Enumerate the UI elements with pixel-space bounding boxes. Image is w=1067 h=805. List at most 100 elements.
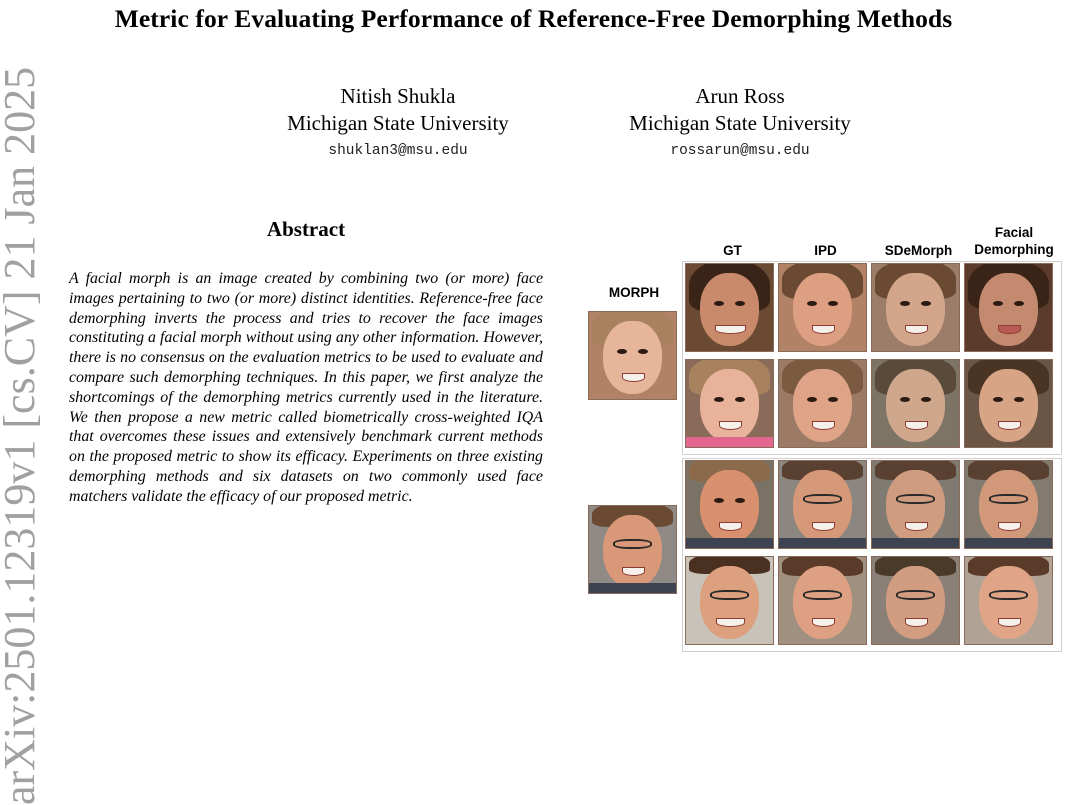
sdemorph-image <box>871 359 960 448</box>
shirt-shape <box>872 537 959 548</box>
column-header-facial-demorphing: Facial Demorphing <box>966 224 1062 258</box>
face-shape <box>885 272 946 346</box>
eye-shape <box>827 300 839 306</box>
column-header-line: Facial <box>994 225 1034 240</box>
mouth-shape <box>719 420 742 430</box>
column-header-gt: GT <box>723 243 742 258</box>
demorphing-figure: GT IPD SDeMorph Facial Demorphing MORPH <box>584 218 1064 658</box>
mouth-shape <box>622 566 645 576</box>
eye-shape <box>1013 300 1025 306</box>
morph-label: MORPH <box>608 285 660 300</box>
paper-title: Metric for Evaluating Performance of Ref… <box>114 4 953 33</box>
gt-image <box>685 460 774 549</box>
facial-demorphing-image <box>964 556 1053 645</box>
mouth-shape <box>998 617 1021 627</box>
eye-shape <box>992 300 1004 306</box>
face-shape <box>885 565 946 639</box>
mouth-shape <box>812 420 835 430</box>
eye-shape <box>899 300 911 306</box>
face-shape <box>699 368 760 442</box>
face-shape <box>699 565 760 639</box>
morph-image-female <box>588 311 677 400</box>
author-email[interactable]: rossarun@msu.edu <box>670 143 810 159</box>
face-shape <box>885 368 946 442</box>
eye-shape <box>806 396 818 402</box>
eye-shape <box>992 396 1004 402</box>
eye-shape <box>920 300 932 306</box>
glasses-shape <box>989 494 1028 505</box>
mouth-shape <box>998 324 1021 334</box>
author-email[interactable]: shuklan3@msu.edu <box>328 143 468 159</box>
face-shape <box>792 272 853 346</box>
mouth-shape <box>905 324 928 334</box>
abstract-body: A facial morph is an image created by co… <box>69 270 543 505</box>
column-header-ipd: IPD <box>814 243 837 258</box>
sdemorph-image <box>871 460 960 549</box>
mouth-shape <box>622 372 645 382</box>
eye-shape <box>1013 396 1025 402</box>
shirt-shape <box>686 537 773 548</box>
eye-shape <box>806 300 818 306</box>
face-shape <box>885 469 946 543</box>
eye-shape <box>920 396 932 402</box>
face-shape <box>699 272 760 346</box>
author-affiliation: Michigan State University <box>629 111 851 135</box>
eye-shape <box>899 396 911 402</box>
shirt-shape <box>686 436 773 447</box>
ipd-image <box>778 263 867 352</box>
mouth-shape <box>812 617 835 627</box>
author-name: Arun Ross <box>695 84 785 108</box>
gt-image <box>685 556 774 645</box>
mouth-shape <box>905 617 928 627</box>
glasses-shape <box>803 494 842 505</box>
glasses-shape <box>803 590 842 601</box>
eye-shape <box>713 396 725 402</box>
facial-demorphing-image <box>964 359 1053 448</box>
face-shape <box>792 565 853 639</box>
face-shape <box>978 368 1039 442</box>
gt-image <box>685 263 774 352</box>
eye-shape <box>713 300 725 306</box>
face-shape <box>792 368 853 442</box>
mouth-shape <box>719 521 742 531</box>
glasses-shape <box>989 590 1028 601</box>
glasses-shape <box>613 539 652 550</box>
glasses-shape <box>896 590 935 601</box>
shirt-shape <box>589 582 676 593</box>
author-affiliation: Michigan State University <box>287 111 509 135</box>
glasses-shape <box>710 590 749 601</box>
face-shape <box>602 514 663 588</box>
face-shape <box>978 272 1039 346</box>
shirt-shape <box>965 537 1052 548</box>
result-group-female <box>682 261 1062 455</box>
column-header-sdemorph: SDeMorph <box>884 243 953 258</box>
mouth-shape <box>714 324 747 334</box>
author-block-1: Nitish Shukla Michigan State University … <box>248 83 548 161</box>
sdemorph-image <box>871 263 960 352</box>
result-group-male <box>682 458 1062 652</box>
eye-shape <box>637 348 649 354</box>
sdemorph-image <box>871 556 960 645</box>
shirt-shape <box>779 537 866 548</box>
face-shape <box>602 320 663 394</box>
eye-shape <box>734 497 746 503</box>
gt-image <box>685 359 774 448</box>
face-shape <box>792 469 853 543</box>
eye-shape <box>616 348 628 354</box>
face-shape <box>699 469 760 543</box>
mouth-shape <box>715 617 746 627</box>
arxiv-identifier[interactable]: arXiv:2501.12319v1 [cs.CV] 21 Jan 2025 <box>0 66 44 805</box>
mouth-shape <box>998 420 1021 430</box>
ipd-image <box>778 359 867 448</box>
author-block-2: Arun Ross Michigan State University ross… <box>580 83 900 161</box>
eye-shape <box>734 396 746 402</box>
facial-demorphing-image <box>964 460 1053 549</box>
mouth-shape <box>812 521 835 531</box>
ipd-image <box>778 556 867 645</box>
face-shape <box>978 469 1039 543</box>
abstract-heading: Abstract <box>266 217 346 241</box>
mouth-shape <box>812 324 835 334</box>
facial-demorphing-image <box>964 263 1053 352</box>
column-header-line: Demorphing <box>974 242 1054 257</box>
mouth-shape <box>998 521 1021 531</box>
